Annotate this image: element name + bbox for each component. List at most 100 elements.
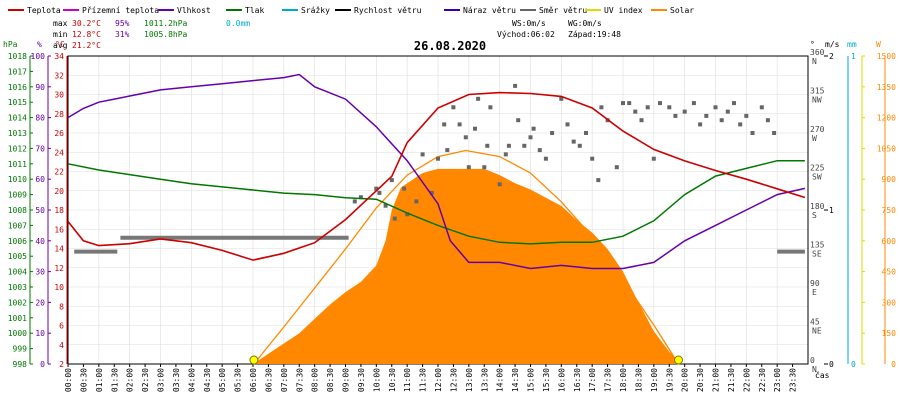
wind-direction-point	[522, 143, 527, 148]
tick-x-23: 11:30	[419, 368, 428, 392]
tick-x-43: 21:30	[727, 368, 736, 392]
tick-dir-deg-7: 315	[810, 87, 825, 96]
tick-w-2: 300	[882, 298, 897, 307]
series-pressure	[67, 159, 805, 245]
tick-x-34: 17:00	[588, 368, 597, 392]
wind-direction-point	[392, 216, 397, 221]
tick-ms-1: 1	[829, 206, 834, 215]
tick-x-46: 23:00	[773, 368, 782, 392]
chart-title: 26.08.2020	[414, 39, 486, 53]
tick-x-31: 15:30	[542, 368, 551, 392]
tick-dir-lab-8: N	[812, 57, 817, 66]
sunset-marker	[674, 355, 683, 365]
wind-direction-point	[506, 143, 511, 148]
tick-x-35: 17:30	[604, 368, 613, 392]
tick-dir-deg-5: 225	[810, 164, 825, 173]
wind-direction-point	[565, 122, 570, 127]
tick-dir-lab-1: NE	[812, 327, 822, 336]
tick-ms-0: 0	[829, 360, 834, 369]
tick-pct-0: 0	[40, 360, 45, 369]
tick-hpa-17: 1015	[8, 98, 27, 107]
legend-label-9: Solar	[670, 6, 694, 15]
tick-dir-deg-8: 360	[810, 48, 825, 57]
wind-direction-point	[457, 122, 462, 127]
wind-direction-point	[765, 118, 770, 123]
tick-x-4: 02:00	[126, 368, 135, 392]
wind-direction-point	[429, 190, 434, 195]
tick-pct-1: 10	[35, 329, 45, 338]
tick-x-1: 00:30	[79, 368, 88, 392]
wind-direction-point	[759, 105, 764, 110]
wind-direction-point	[528, 135, 533, 140]
tick-hpa-14: 1012	[8, 144, 27, 153]
tick-x-14: 07:00	[280, 368, 289, 392]
tick-dir-deg-1: 45	[810, 318, 820, 327]
sunrise-info: Východ:06:02	[497, 30, 555, 39]
tick-hpa-15: 1013	[8, 129, 27, 138]
wind-direction-point	[577, 143, 582, 148]
tick-degc-4: 10	[54, 283, 64, 292]
wind-speed-info: WS:0m/s	[512, 19, 546, 28]
tick-x-9: 04:30	[203, 368, 212, 392]
tick-x-30: 15:00	[527, 368, 536, 392]
tick-x-26: 13:00	[465, 368, 474, 392]
unit-x: čas	[815, 370, 830, 380]
wind-direction-point	[614, 165, 619, 170]
unit-ms: m/s	[825, 40, 840, 49]
tick-pct-3: 30	[35, 268, 45, 277]
unit-hpa: hPa	[3, 40, 18, 49]
tick-x-18: 09:00	[342, 368, 351, 392]
wind-direction-point	[738, 122, 743, 127]
tick-pct-9: 90	[35, 83, 45, 92]
tick-degc-5: 12	[54, 264, 64, 273]
tick-degc-10: 22	[54, 168, 64, 177]
wind-direction-point	[383, 203, 388, 208]
tick-mm-0: 0	[851, 360, 856, 369]
wind-direction-point	[543, 156, 548, 161]
tick-pct-10: 100	[31, 52, 46, 61]
tick-x-16: 08:00	[311, 368, 320, 392]
series-temperature	[67, 91, 806, 261]
tick-x-6: 03:00	[157, 368, 166, 392]
tick-w-4: 600	[882, 237, 897, 246]
tick-pct-6: 60	[35, 175, 45, 184]
wind-direction-point	[639, 118, 644, 123]
tick-x-7: 03:30	[172, 368, 181, 392]
wind-direction-point	[485, 143, 490, 148]
tick-degc-13: 28	[54, 110, 64, 119]
tick-x-19: 09:30	[357, 368, 366, 392]
wind-direction-point	[772, 131, 777, 135]
tick-dir-lab-3: SE	[812, 250, 822, 259]
tick-x-47: 23:30	[789, 368, 798, 392]
tick-w-5: 750	[882, 206, 897, 215]
series	[67, 73, 806, 365]
tick-hpa-5: 1003	[8, 283, 27, 292]
tick-x-40: 20:00	[681, 368, 690, 392]
tick-hpa-18: 1016	[8, 83, 27, 92]
tick-degc-8: 18	[54, 206, 64, 215]
tick-x-5: 02:30	[141, 368, 150, 392]
tick-dir-lab-7: NW	[812, 96, 822, 105]
stat-min-hum: 31%	[115, 30, 130, 39]
axes: hPa% °C ° m/s mm Wčas998999100010011002100310…	[3, 40, 896, 392]
tick-ms-2: 2	[829, 52, 834, 61]
wind-direction-point	[633, 109, 638, 114]
stat-avg-temp: 21.2°C	[72, 41, 101, 50]
tick-degc-3: 8	[59, 302, 64, 311]
unit-w: W	[876, 40, 881, 49]
series-solar-theoretical	[253, 149, 680, 365]
tick-hpa-13: 1011	[8, 160, 27, 169]
wind-direction-point	[571, 139, 576, 144]
tick-pct-8: 80	[35, 114, 45, 123]
tick-hpa-3: 1001	[8, 314, 27, 323]
unit-degc: °C	[55, 40, 65, 49]
wind-direction-point	[374, 186, 379, 191]
wind-direction-point	[476, 96, 481, 101]
tick-degc-15: 32	[54, 71, 64, 80]
wind-direction-point	[482, 165, 487, 170]
wind-direction-point	[451, 105, 456, 110]
wind-direction-point	[590, 156, 595, 161]
sunset-info: Západ:19:48	[568, 30, 621, 39]
wind-direction-point	[445, 148, 450, 153]
wind-direction-point	[414, 199, 419, 204]
